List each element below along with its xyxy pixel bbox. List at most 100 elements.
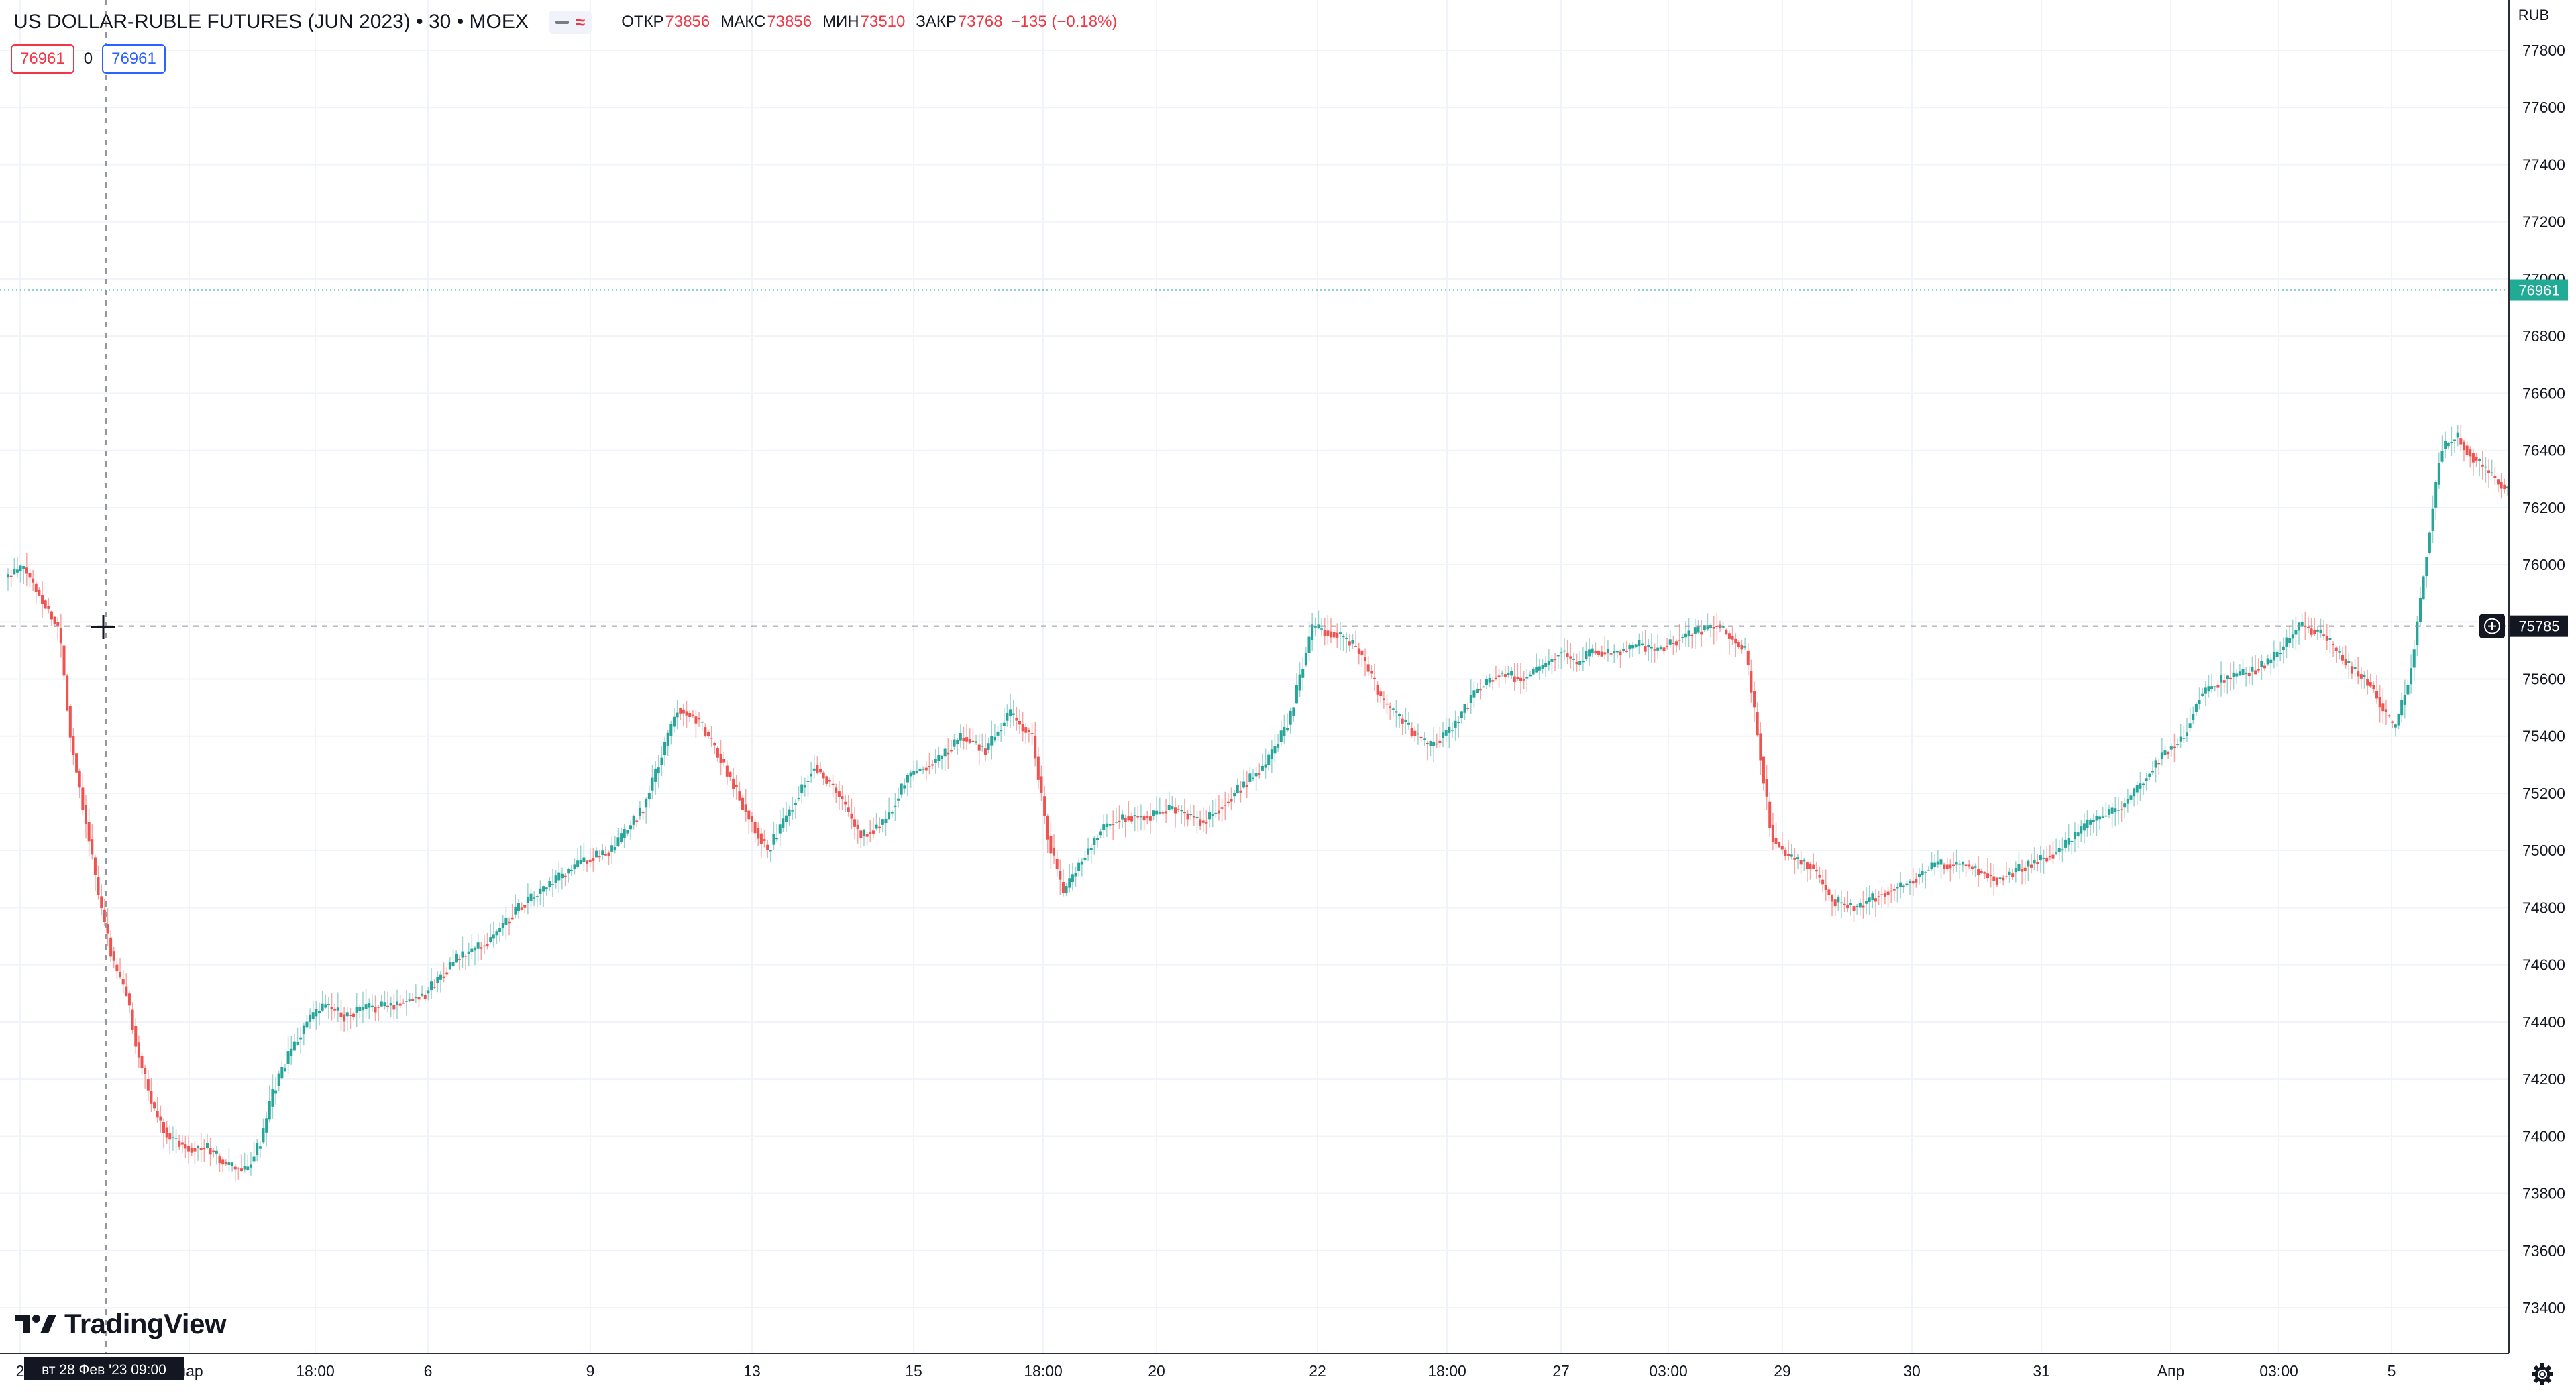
- candle-body: [134, 1025, 138, 1047]
- candle-body: [894, 805, 897, 807]
- candle-body: [2188, 723, 2192, 728]
- candle-body: [1195, 816, 1199, 818]
- candle-body: [1631, 645, 1635, 649]
- candle-body: [13, 569, 16, 575]
- candle-body: [2357, 671, 2360, 677]
- candle-body: [489, 937, 492, 942]
- candle-body: [1712, 626, 1715, 629]
- candle-body: [2328, 638, 2332, 640]
- candle-body: [2275, 651, 2279, 657]
- buy-button[interactable]: 76961: [102, 44, 166, 74]
- candle-body: [402, 1002, 405, 1004]
- candle-body: [869, 832, 872, 834]
- candle-body: [50, 611, 53, 620]
- candle-body: [620, 833, 623, 842]
- candle-body: [184, 1144, 187, 1149]
- candle-body: [2080, 826, 2083, 834]
- candle-body: [345, 1012, 349, 1017]
- candle-body: [2129, 795, 2133, 800]
- time-tick: 5: [2387, 1362, 2396, 1380]
- plus-circle-icon[interactable]: [2479, 614, 2505, 638]
- gear-tooth: [2533, 1376, 2541, 1384]
- candle-body: [1401, 718, 1404, 724]
- candle-body: [1961, 862, 1964, 865]
- candle-body: [800, 784, 804, 793]
- symbol-name[interactable]: US DOLLAR-RUBLE FUTURES (JUN 2023): [13, 11, 411, 33]
- candle-body: [810, 773, 813, 777]
- candle-body: [2135, 785, 2139, 793]
- candle-body: [1242, 781, 1246, 788]
- symbol-legend[interactable]: US DOLLAR-RUBLE FUTURES (JUN 2023) • 30 …: [13, 8, 1117, 36]
- candle-body: [1774, 838, 1778, 844]
- candle-body: [1778, 842, 1781, 848]
- candle-body: [1000, 730, 1003, 732]
- candle-body: [1230, 799, 1233, 802]
- candle-body: [140, 1056, 144, 1068]
- approx-icon[interactable]: ≈: [575, 11, 586, 32]
- candle-body: [1423, 738, 1426, 740]
- candle-body: [1606, 649, 1609, 653]
- candle-body: [607, 852, 610, 856]
- gear-icon[interactable]: [2532, 1363, 2553, 1385]
- candle-body: [439, 974, 442, 980]
- tradingview-logo[interactable]: TradingView: [15, 1308, 227, 1340]
- candle-body: [1336, 632, 1339, 638]
- candle-body: [131, 1009, 134, 1030]
- candle-body: [1015, 718, 1018, 721]
- candle-body: [1366, 664, 1370, 672]
- price-tick: 73400: [2522, 1299, 2565, 1317]
- candle-body: [775, 838, 779, 840]
- candle-body: [1267, 754, 1271, 765]
- candle-body: [93, 857, 97, 875]
- minus-icon[interactable]: [555, 20, 569, 24]
- candle-body: [2366, 679, 2369, 686]
- candle-body: [423, 994, 427, 999]
- candle-body: [32, 578, 35, 583]
- candle-body: [1544, 663, 1548, 667]
- candle-body: [492, 934, 495, 939]
- candle-body: [707, 732, 710, 736]
- candle-body: [700, 721, 704, 723]
- candle-body: [719, 753, 722, 763]
- candle-body: [2434, 482, 2438, 508]
- candle-body: [1594, 650, 1597, 654]
- candle-body: [1364, 657, 1367, 662]
- candle-body: [1977, 869, 1980, 875]
- exchange-label: MOEX: [469, 11, 529, 33]
- candle-body: [72, 736, 75, 755]
- candle-body: [1796, 857, 1799, 859]
- candle-body: [205, 1143, 209, 1148]
- candle-body: [922, 769, 925, 770]
- sell-button[interactable]: 76961: [11, 44, 74, 74]
- candle-body: [2425, 557, 2428, 577]
- candle-body: [651, 777, 654, 791]
- candle-body: [1650, 647, 1653, 649]
- price-axis-bg: [2509, 0, 2576, 1395]
- time-tick: 22: [1309, 1362, 1326, 1380]
- price-tick: 76400: [2522, 442, 2565, 459]
- candle-body: [835, 787, 838, 793]
- candle-body: [987, 743, 990, 751]
- candle-body: [1535, 666, 1538, 673]
- candle-body: [2257, 669, 2260, 671]
- candle-body: [227, 1162, 231, 1165]
- candle-body: [193, 1148, 197, 1152]
- ohlc-values: ОТКР 73856 МАКС 73856 МИН 73510 ЗАКР 737…: [612, 13, 1117, 32]
- candle-body: [1750, 671, 1753, 693]
- candle-body: [601, 850, 604, 855]
- candle-body: [2213, 686, 2216, 687]
- candle-body: [1108, 824, 1112, 826]
- candle-body: [125, 986, 128, 997]
- candle-body: [1737, 642, 1740, 647]
- candle-body: [2002, 877, 2005, 881]
- candle-body: [881, 819, 884, 825]
- candle-body: [91, 839, 94, 855]
- candle-body: [2469, 449, 2472, 457]
- candle-body: [1943, 864, 1946, 869]
- legend-toggle-pill[interactable]: ≈: [548, 11, 592, 34]
- candle-body: [2086, 819, 2089, 828]
- candle-body: [1183, 812, 1186, 814]
- interval-label[interactable]: 30: [428, 11, 451, 33]
